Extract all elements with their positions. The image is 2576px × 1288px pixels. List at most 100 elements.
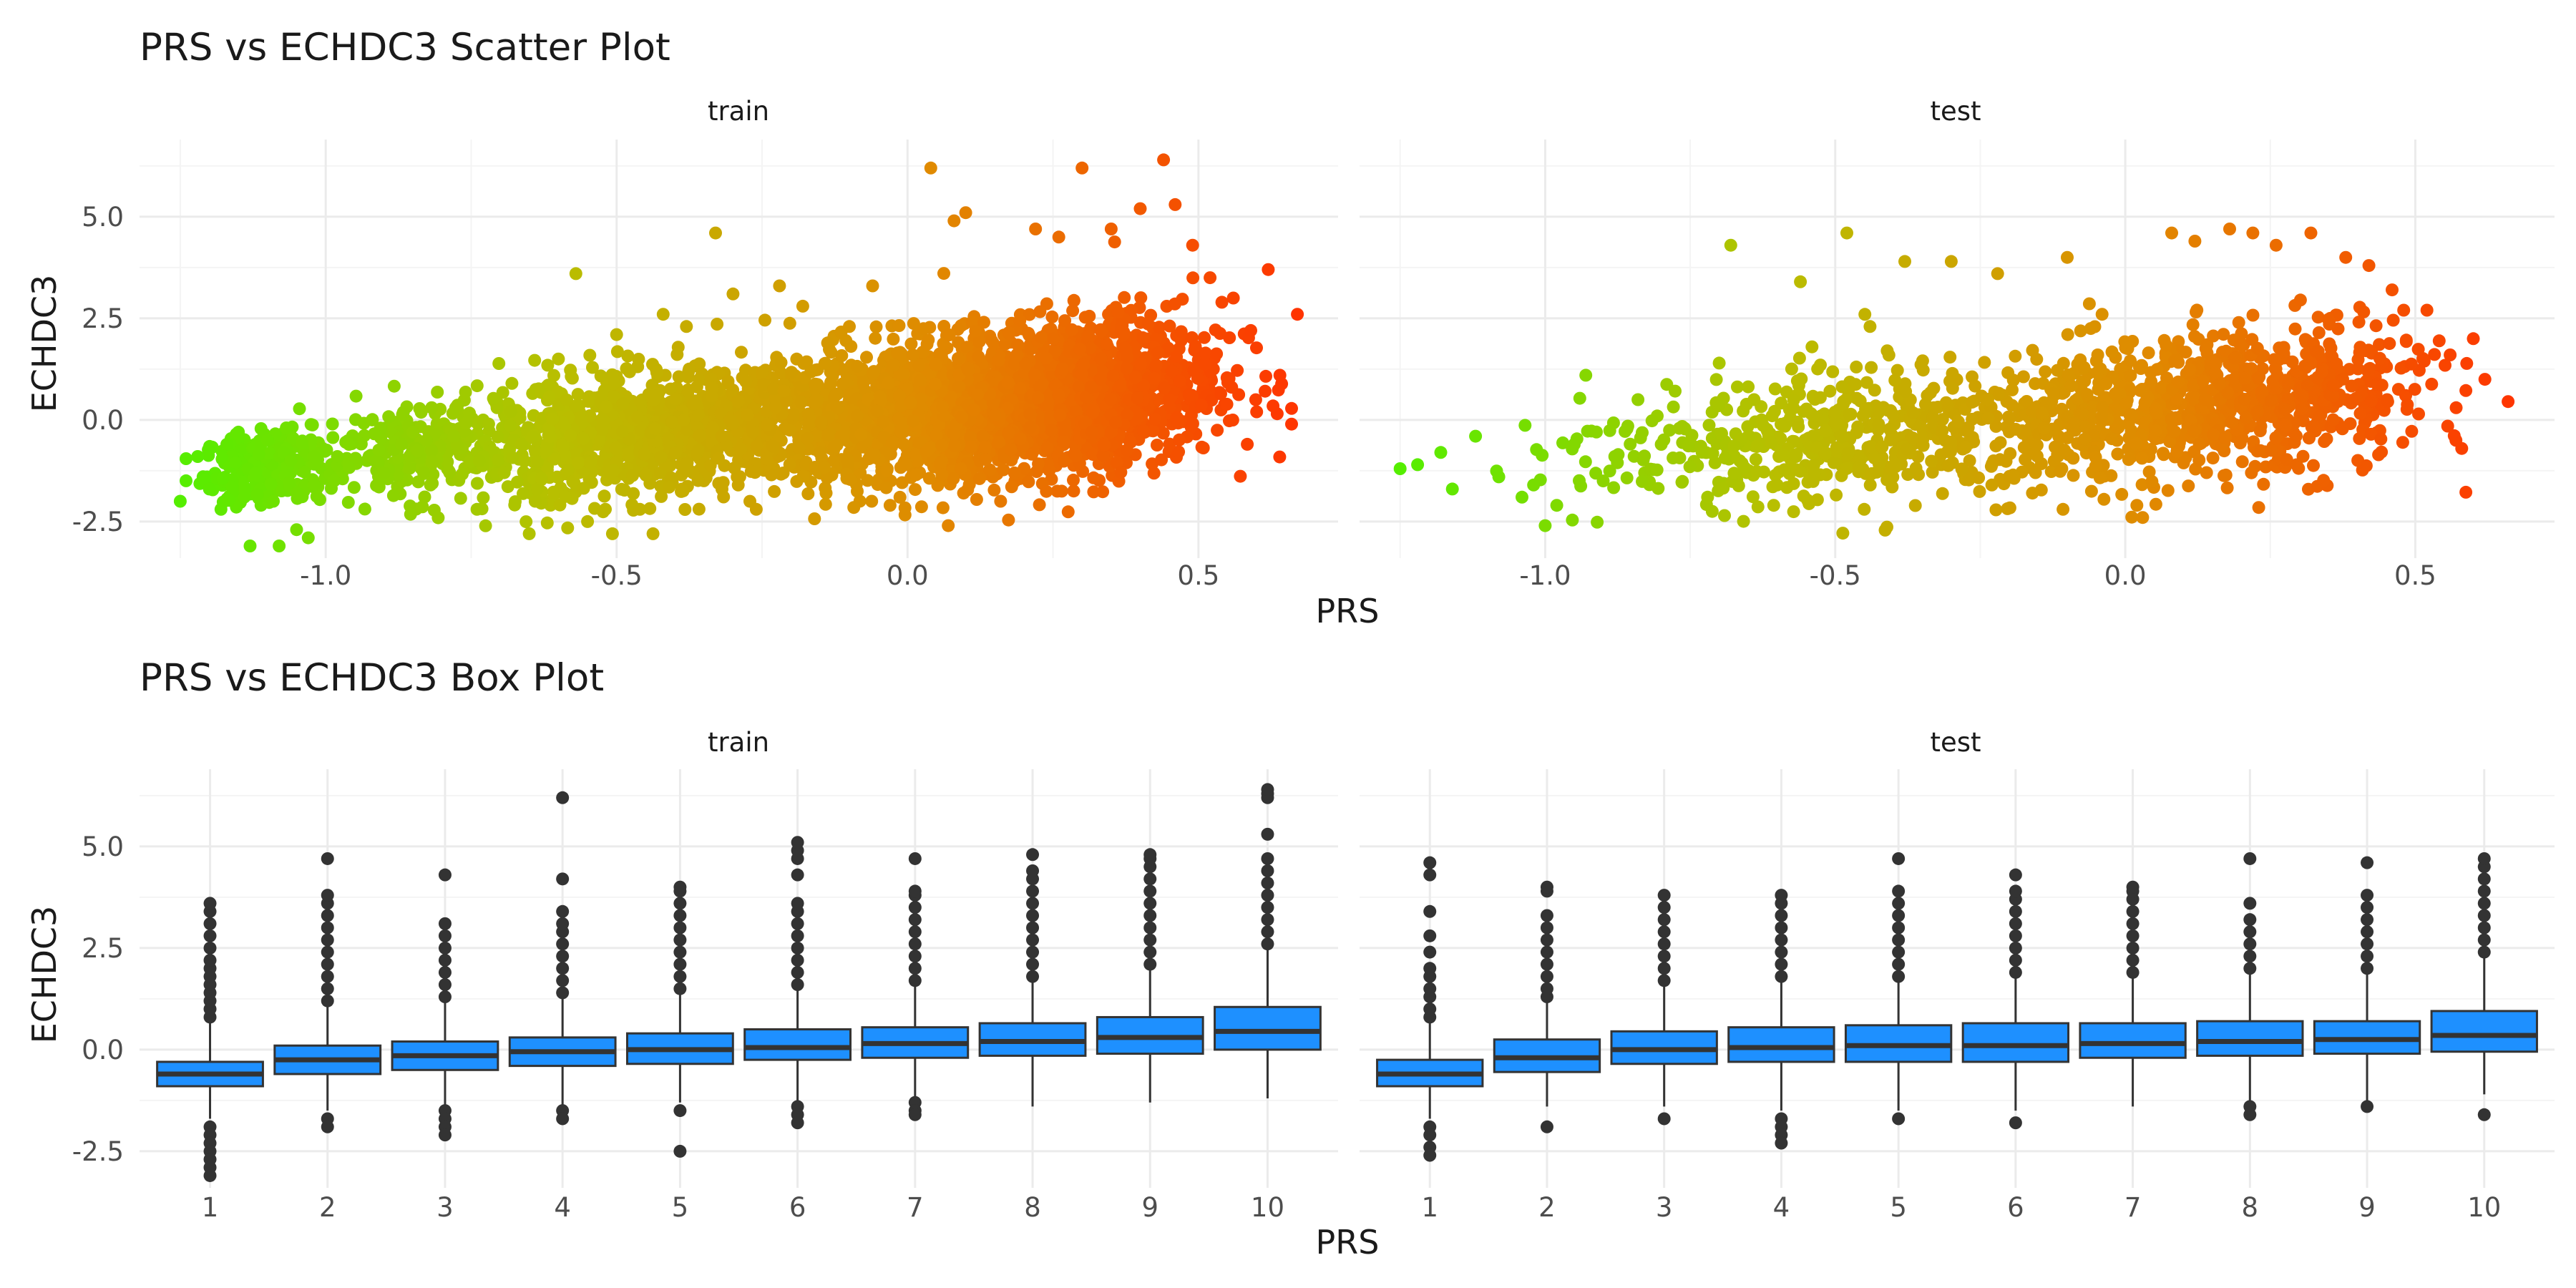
scatter-point xyxy=(766,439,780,453)
scatter-point xyxy=(1787,477,1800,490)
scatter-point xyxy=(1530,443,1543,457)
scatter-point xyxy=(569,267,582,280)
scatter-point xyxy=(1162,393,1176,406)
scatter-point xyxy=(2051,364,2064,377)
scatter-point xyxy=(1962,473,1976,487)
scatter-point xyxy=(517,454,531,468)
scatter-point xyxy=(497,466,511,479)
scatter-point xyxy=(414,406,428,419)
scatter-point xyxy=(2026,343,2039,357)
scatter-point xyxy=(531,482,544,495)
scatter-point xyxy=(1013,432,1027,446)
scatter-point xyxy=(726,287,740,301)
scatter-point xyxy=(561,521,575,535)
scatter-point xyxy=(307,478,321,492)
scatter-point xyxy=(264,477,278,491)
scatter-point xyxy=(1981,411,1995,425)
scatter-point xyxy=(898,501,912,514)
scatter-point xyxy=(1104,223,1118,235)
scatter-point xyxy=(575,413,587,426)
scatter-point xyxy=(238,490,251,504)
scatter-point xyxy=(1023,421,1037,434)
scatter-point xyxy=(470,502,484,516)
scatter-point xyxy=(1083,309,1096,323)
scatter-point xyxy=(706,421,720,434)
scatter-point xyxy=(648,394,661,407)
scatter-point xyxy=(1961,423,1974,436)
scatter-panel-test: -1.0 -0.5 0.0 0.5 xyxy=(1360,140,2555,591)
scatter-point xyxy=(839,334,853,348)
scatter-point xyxy=(912,358,926,372)
scatter-point xyxy=(758,313,771,327)
scatter-point xyxy=(1182,388,1196,401)
scatter-point xyxy=(1620,471,1634,484)
scatter-point xyxy=(731,394,745,408)
scatter-point xyxy=(597,414,610,427)
scatter-point xyxy=(819,487,833,500)
scatter-point xyxy=(1944,435,1958,449)
scatter-point xyxy=(1851,420,1865,434)
scatter-point xyxy=(1163,319,1176,333)
scatter-point xyxy=(773,279,786,293)
scatter-point xyxy=(214,502,228,516)
scatter-point xyxy=(1075,161,1089,175)
scatter-point xyxy=(1148,412,1162,426)
scatter-point xyxy=(615,482,628,496)
scatter-point xyxy=(1936,487,1949,500)
scatter-point xyxy=(808,512,821,525)
scatter-point xyxy=(394,438,408,451)
plot-layer: -1.0 -0.5 0.0 0.5-2.50.02.55.0-1.0 -0.5 0.0 0.… xyxy=(72,140,2555,1223)
scatter-point xyxy=(663,480,675,494)
scatter-point xyxy=(1267,399,1280,413)
scatter-strip-train: train xyxy=(708,96,769,127)
scatter-point xyxy=(676,484,690,498)
x-tick-label: 0.0 xyxy=(2104,560,2147,591)
scatter-point xyxy=(1013,381,1027,395)
scatter-point xyxy=(1890,364,1904,377)
scatter-point xyxy=(1052,230,1065,244)
scatter-point xyxy=(820,471,834,484)
scatter-point xyxy=(887,358,901,372)
scatter-point xyxy=(969,324,982,338)
scatter-point xyxy=(577,431,590,445)
scatter-point xyxy=(801,431,814,445)
scatter-point xyxy=(1066,304,1080,318)
scatter-point xyxy=(249,466,263,479)
scatter-point xyxy=(714,406,728,420)
scatter-point xyxy=(1031,391,1045,404)
scatter-point xyxy=(750,439,763,453)
scatter-point xyxy=(768,484,781,498)
scatter-point xyxy=(581,514,595,528)
scatter-point xyxy=(1888,460,1902,474)
scatter-point xyxy=(1214,387,1227,401)
scatter-point xyxy=(2099,377,2113,391)
scatter-point xyxy=(1989,503,2003,517)
x-tick-label: -1.0 xyxy=(300,560,351,591)
scatter-point xyxy=(934,456,947,469)
scatter-point xyxy=(427,504,441,517)
scatter-point xyxy=(1785,362,1798,376)
scatter-point xyxy=(1852,460,1865,474)
scatter-point xyxy=(1777,419,1791,433)
scatter-point xyxy=(883,499,897,512)
scatter-point xyxy=(463,406,477,420)
scatter-point xyxy=(1005,480,1018,494)
scatter-point xyxy=(914,374,927,387)
scatter-point xyxy=(1749,453,1762,466)
scatter-point xyxy=(1858,308,1872,321)
scatter-point xyxy=(677,414,691,427)
scatter-point xyxy=(1841,447,1855,460)
scatter-point xyxy=(368,427,381,441)
scatter-point xyxy=(1250,405,1264,419)
scatter-point xyxy=(965,440,978,454)
scatter-point xyxy=(1133,202,1147,215)
scatter-point xyxy=(1850,360,1863,374)
scatter-point xyxy=(1244,323,1257,337)
scatter-point xyxy=(1210,347,1224,361)
scatter-point xyxy=(1120,345,1133,358)
scatter-point xyxy=(1810,493,1824,507)
scatter-point xyxy=(1108,235,1121,249)
scatter-point xyxy=(1073,342,1087,356)
scatter-point xyxy=(454,492,467,505)
scatter-point xyxy=(744,464,758,478)
